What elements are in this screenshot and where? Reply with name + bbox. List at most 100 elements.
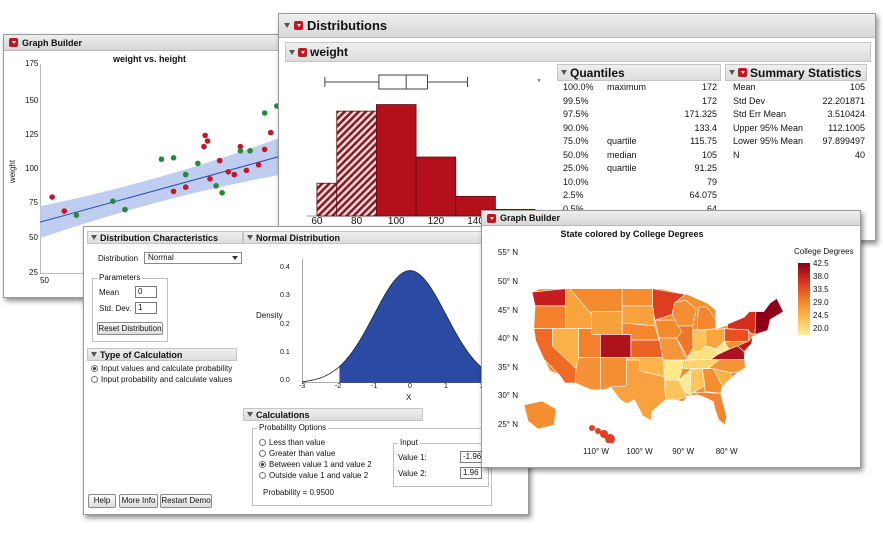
state-new-england (754, 297, 784, 335)
variable-name: weight (310, 45, 348, 59)
collapse-icon[interactable] (247, 235, 253, 240)
state-kansas (630, 339, 664, 358)
box-plot: * (324, 74, 541, 90)
fit-line (40, 151, 295, 223)
latitude-axis: 55° N 50° N 45° N 40° N 35° N 30° N 25° N (486, 237, 520, 428)
collapse-icon[interactable] (247, 412, 253, 417)
collapse-icon[interactable] (289, 49, 295, 55)
data-point-red (216, 157, 223, 164)
distributions-window: Distributions weight * 60 80 100 120 140 Qua… (278, 13, 876, 241)
legend-color-bar (798, 263, 810, 335)
quantile-value: 115.75 (690, 136, 717, 146)
radio-input-probability[interactable] (91, 376, 98, 383)
state-wyoming (591, 311, 623, 335)
summary-row: Lower 95% Mean 97.899497 (733, 136, 867, 149)
data-point-red (204, 138, 211, 144)
histogram-bar (376, 104, 417, 217)
data-point-red (231, 171, 238, 178)
more-info-button[interactable]: More Info (119, 494, 158, 508)
red-triangle-menu-icon[interactable] (738, 68, 747, 77)
red-triangle-menu-icon[interactable] (294, 21, 303, 30)
data-point-red (261, 146, 268, 153)
x-tick-50: 50 (40, 276, 49, 285)
density-label: Density (256, 311, 283, 320)
title-bar: Graph Builder (482, 211, 860, 226)
collapse-icon[interactable] (729, 70, 735, 75)
data-point-green (182, 171, 189, 178)
state-texas (610, 359, 667, 422)
histogram-x-tick: 120 (427, 216, 445, 227)
state-south-dakota (621, 305, 656, 327)
histogram-x-tick: 80 (351, 216, 363, 227)
state-alaska (523, 400, 557, 430)
quantile-row: 0.5% 64 (563, 204, 721, 217)
y-tick-100: 100 (25, 164, 39, 173)
quantile-value: 171.325 (684, 109, 717, 119)
data-point-red (61, 208, 68, 214)
reset-distribution-button[interactable]: Reset Distribution (97, 322, 163, 335)
data-point-green (158, 156, 165, 162)
density-y-tick: 0.0 (280, 377, 290, 384)
data-point-red (202, 132, 208, 139)
value1-input[interactable]: -1.96 (460, 451, 482, 463)
probability-options-group: Probability Options Less than value Grea… (252, 423, 492, 506)
density-y-tick: 0.1 (280, 348, 290, 356)
quantile-value: 64.075 (689, 190, 717, 200)
quantile-row: 99.5% 172 (563, 96, 721, 109)
red-triangle-menu-icon[interactable] (298, 47, 307, 57)
radio-between[interactable] (259, 461, 266, 468)
quantile-label: median (607, 149, 637, 160)
normal-density-plot (302, 259, 482, 383)
quantile-label: maximum (607, 82, 647, 92)
mean-input[interactable]: 0 (135, 286, 157, 298)
density-curve (302, 270, 482, 383)
quantile-row: 10.0% 79 (563, 177, 721, 190)
restart-demo-button[interactable]: Restart Demo (160, 494, 212, 508)
help-button[interactable]: Help (88, 494, 116, 508)
distribution-characteristics-header: Distribution Characteristics (87, 231, 243, 244)
radio-greater-than[interactable] (259, 450, 266, 457)
quantile-label: quartile (607, 136, 637, 146)
red-triangle-menu-icon[interactable] (9, 38, 18, 47)
histogram-x-tick: 140 (467, 216, 484, 227)
distribution-select[interactable]: Normal (144, 252, 242, 264)
data-point-green (170, 155, 177, 161)
state-florida (693, 391, 728, 426)
confidence-band (40, 132, 295, 239)
density-y-axis: 0.4 0.3 0.2 0.1 0.0 (280, 257, 300, 387)
histogram-x-axis: 60 80 100 120 140 (307, 216, 545, 230)
latitude-tick: 45° N (497, 305, 518, 315)
quantile-percent: 0.5% (563, 203, 584, 214)
collapse-icon[interactable] (91, 352, 97, 357)
value2-input[interactable]: 1.96 (460, 467, 482, 479)
radio-less-than[interactable] (259, 439, 266, 446)
title-bar: Distributions (279, 14, 875, 38)
data-point-red (225, 169, 232, 175)
legend-tick: 38.0 (813, 272, 829, 281)
data-point-green (122, 206, 128, 213)
box (378, 74, 428, 90)
data-point-green (261, 110, 268, 116)
state-colorado (600, 334, 632, 358)
collapse-icon[interactable] (91, 235, 97, 240)
input-group: Input Value 1: -1.96 Value 2: 1.96 (393, 438, 489, 487)
distribution-select-value: Normal (148, 253, 174, 262)
graph-builder-map-window: Graph Builder State colored by College D… (481, 210, 861, 468)
radio-between-label: Between value 1 and value 2 (269, 460, 372, 469)
data-point-red (49, 194, 55, 200)
distribution-label: Distribution (98, 254, 139, 263)
radio-outside[interactable] (259, 472, 266, 479)
collapse-icon[interactable] (561, 70, 567, 75)
x-tick: 0 (408, 383, 412, 390)
std-dev-input[interactable]: 1 (135, 302, 157, 314)
red-triangle-menu-icon[interactable] (487, 213, 496, 223)
radio-input-values[interactable] (91, 365, 98, 372)
quantile-value: 172 (701, 95, 717, 106)
collapse-icon[interactable] (284, 23, 290, 28)
legend-tick: 33.5 (813, 285, 829, 294)
calculations-title: Calculations (256, 409, 310, 420)
quantile-percent: 100.0% (563, 82, 594, 92)
data-point-red (267, 129, 274, 136)
summary-title: Summary Statistics (750, 65, 862, 80)
y-tick-175: 175 (25, 59, 39, 68)
